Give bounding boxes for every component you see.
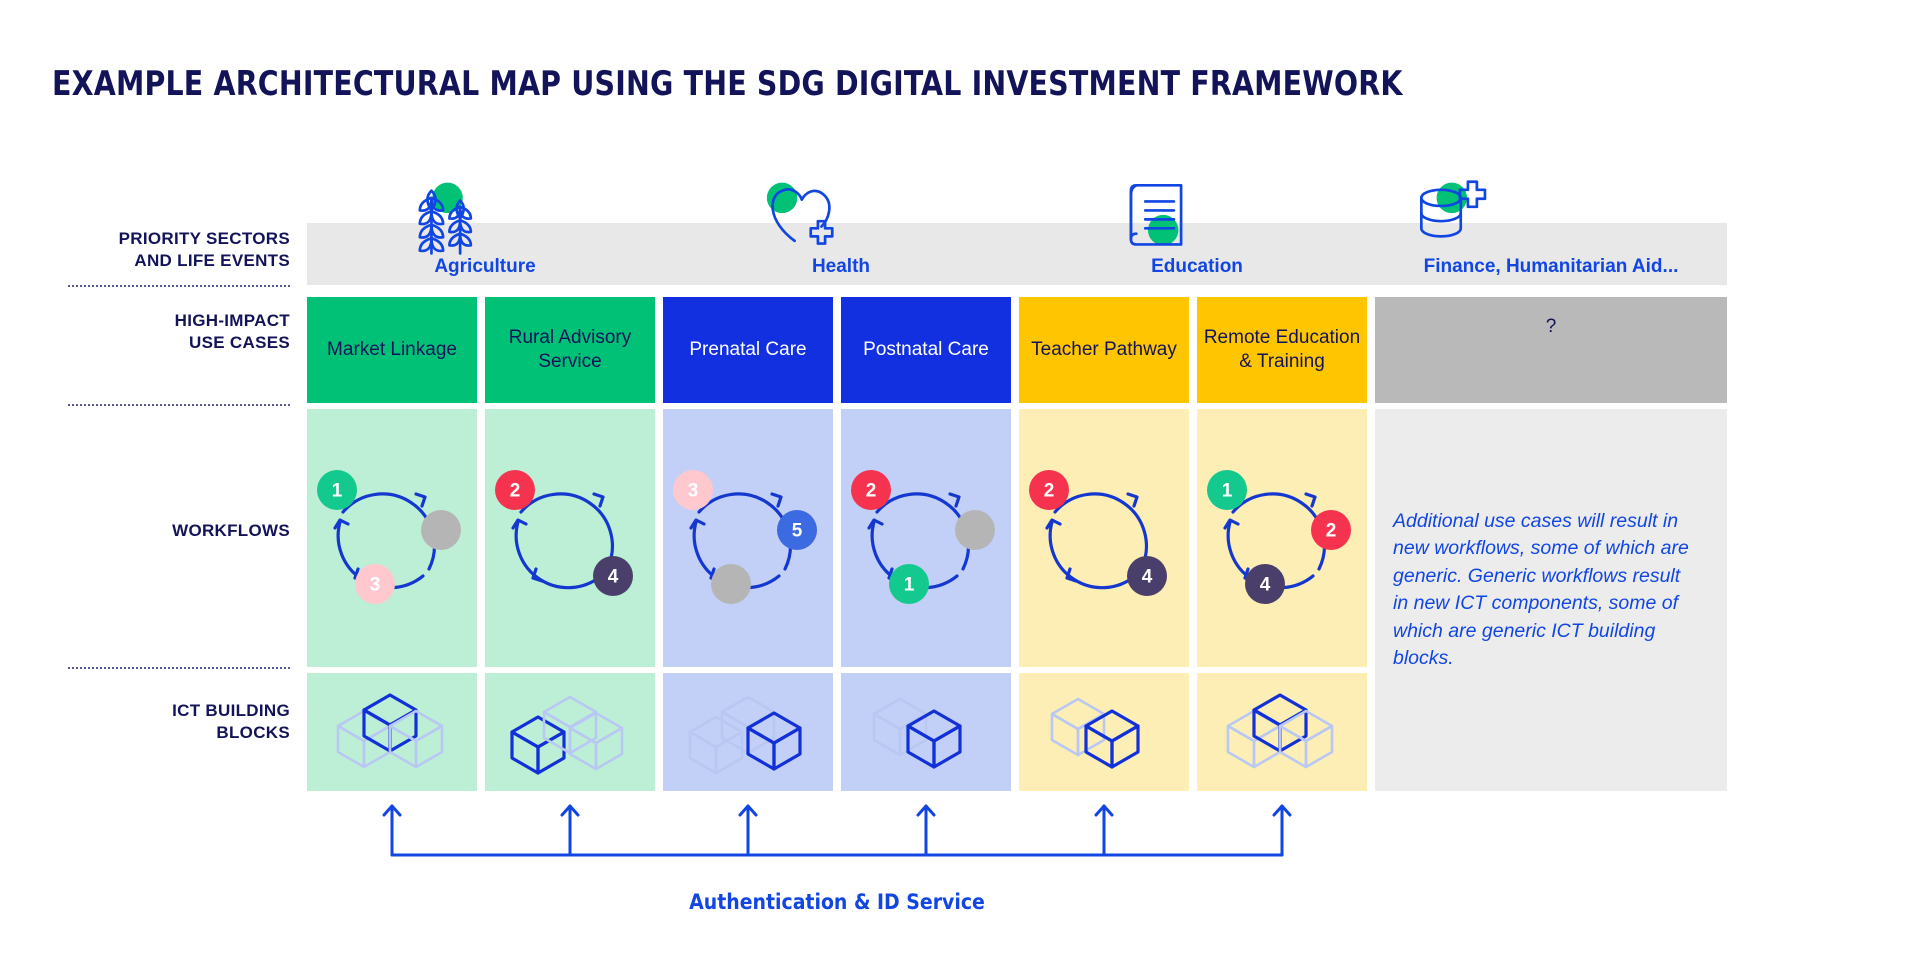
- sector-label: Finance, Humanitarian Aid...: [1423, 256, 1679, 277]
- book-icon: [1111, 171, 1201, 257]
- sector-label: Education: [1151, 256, 1243, 277]
- sector-header-education[interactable]: Education: [1019, 183, 1375, 285]
- unknown-use-case-cell[interactable]: ?: [1375, 297, 1727, 403]
- workflow-node[interactable]: 4: [593, 556, 633, 596]
- row-divider-1: [68, 404, 290, 406]
- workflow-node[interactable]: 4: [1127, 556, 1167, 596]
- use-case-label: Market Linkage: [327, 339, 457, 361]
- workflow-node[interactable]: 3: [355, 564, 395, 604]
- workflow-node[interactable]: 4: [1245, 564, 1285, 604]
- finance-placeholder-column: [1375, 409, 1727, 791]
- foundation-label: Authentication & ID Service: [689, 890, 985, 914]
- row-label-line: HIGH-IMPACT: [174, 311, 290, 330]
- workflow-node-label: 1: [1222, 481, 1233, 502]
- ict-building-block-cell[interactable]: [841, 673, 1011, 791]
- workflow-node-label: 2: [866, 481, 877, 502]
- workflow-node[interactable]: 2: [1029, 470, 1069, 510]
- use-case-label: Prenatal Care: [689, 339, 807, 361]
- sector-header-finance[interactable]: Finance, Humanitarian Aid...: [1375, 180, 1727, 285]
- unknown-use-case-label: ?: [1545, 316, 1557, 337]
- cube-icon: [568, 711, 624, 771]
- workflow-node[interactable]: 3: [673, 470, 713, 510]
- workflow-node-label: 4: [1260, 575, 1271, 596]
- workflow-cell[interactable]: 1 2 4: [1197, 409, 1367, 667]
- workflow-node-label: 4: [608, 567, 619, 588]
- use-case-cell[interactable]: Market Linkage: [307, 297, 477, 403]
- cube-icon: [1278, 709, 1334, 769]
- ict-building-block-cell[interactable]: [663, 673, 833, 791]
- row-label-priority-sectors: PRIORITY SECTORS AND LIFE EVENTS: [40, 228, 290, 273]
- sector-header-health[interactable]: Health: [663, 182, 1019, 285]
- coins-plus-icon: [1405, 171, 1495, 257]
- workflow-node[interactable]: 5: [777, 510, 817, 550]
- use-case-label: Teacher Pathway: [1031, 339, 1177, 361]
- use-case-label: Rural Advisory Service: [508, 327, 632, 372]
- ict-building-block-cell[interactable]: [307, 673, 477, 791]
- workflow-node[interactable]: 2: [1311, 510, 1351, 550]
- workflow-node[interactable]: [955, 510, 995, 550]
- sector-label: Agriculture: [434, 256, 536, 277]
- workflow-node[interactable]: 2: [851, 470, 891, 510]
- row-label-line: AND LIFE EVENTS: [134, 251, 290, 271]
- workflow-node-label: 3: [370, 575, 381, 596]
- row-label-line: ICT BUILDING: [172, 701, 290, 720]
- workflow-node-label: 3: [688, 481, 699, 502]
- use-case-label: Remote Education & Training: [1203, 327, 1361, 372]
- use-case-cell[interactable]: Remote Education & Training: [1197, 297, 1367, 403]
- finance-note: Additional use cases will result in new …: [1393, 510, 1689, 670]
- row-label-line: BLOCKS: [216, 723, 290, 743]
- cube-icon: [388, 709, 444, 769]
- use-case-label: Postnatal Care: [863, 339, 989, 361]
- workflow-node[interactable]: [711, 564, 751, 604]
- row-divider-0: [68, 285, 290, 287]
- use-case-cell[interactable]: Postnatal Care: [841, 297, 1011, 403]
- page-title: EXAMPLE ARCHITECTURAL MAP USING THE SDG …: [52, 64, 1403, 104]
- row-label-workflows: WORKFLOWS: [40, 520, 290, 542]
- cube-icon-highlighted: [746, 711, 802, 771]
- workflow-node-label: 1: [332, 481, 343, 502]
- wheat-icon: [399, 171, 489, 257]
- row-label-line: PRIORITY SECTORS: [118, 229, 290, 248]
- workflow-node[interactable]: 1: [889, 564, 929, 604]
- cube-icon-highlighted: [1084, 709, 1140, 769]
- workflow-node[interactable]: [421, 510, 461, 550]
- sector-label: Health: [811, 256, 871, 277]
- workflow-node-label: 1: [904, 575, 915, 596]
- ict-building-block-cell[interactable]: [1197, 673, 1367, 791]
- cube-icon-highlighted: [906, 709, 962, 769]
- use-case-cell[interactable]: Prenatal Care: [663, 297, 833, 403]
- workflow-node[interactable]: 1: [317, 470, 357, 510]
- use-case-cell[interactable]: Rural Advisory Service: [485, 297, 655, 403]
- workflow-node-label: 5: [792, 521, 803, 542]
- workflow-node[interactable]: 2: [495, 470, 535, 510]
- workflow-node-label: 2: [510, 481, 521, 502]
- row-divider-2: [68, 667, 290, 669]
- workflow-node-label: 2: [1044, 481, 1055, 502]
- workflow-node[interactable]: 1: [1207, 470, 1247, 510]
- row-label-high-impact-use-cases: HIGH-IMPACT USE CASES: [40, 310, 290, 355]
- use-case-cell[interactable]: Teacher Pathway: [1019, 297, 1189, 403]
- heart-plus-icon: [755, 171, 845, 257]
- cube-icon: [872, 697, 928, 757]
- ict-building-block-cell[interactable]: [485, 673, 655, 791]
- workflow-node-label: 4: [1142, 567, 1153, 588]
- row-label-ict-building-blocks: ICT BUILDING BLOCKS: [40, 700, 290, 745]
- cube-icon: [1050, 697, 1106, 757]
- ict-building-block-cell[interactable]: [1019, 673, 1189, 791]
- row-label-line: WORKFLOWS: [172, 521, 290, 540]
- row-label-line: USE CASES: [189, 333, 290, 353]
- sector-header-agriculture[interactable]: Agriculture: [307, 182, 663, 285]
- workflow-node-label: 2: [1326, 521, 1337, 542]
